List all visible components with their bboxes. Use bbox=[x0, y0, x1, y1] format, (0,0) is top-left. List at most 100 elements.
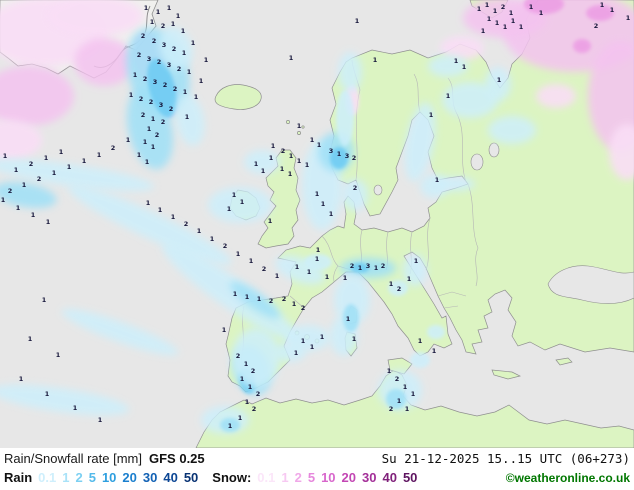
svg-text:1: 1 bbox=[329, 210, 334, 218]
svg-text:1: 1 bbox=[56, 351, 61, 359]
svg-text:2: 2 bbox=[184, 220, 189, 228]
svg-text:1: 1 bbox=[183, 88, 188, 96]
svg-text:3: 3 bbox=[147, 55, 152, 63]
svg-text:1: 1 bbox=[82, 157, 87, 165]
svg-text:2: 2 bbox=[252, 405, 257, 413]
svg-text:1: 1 bbox=[288, 170, 293, 178]
svg-text:1: 1 bbox=[289, 54, 294, 62]
svg-text:1: 1 bbox=[294, 349, 299, 357]
svg-text:1: 1 bbox=[238, 414, 243, 422]
svg-text:1: 1 bbox=[297, 157, 302, 165]
svg-text:1: 1 bbox=[297, 122, 302, 130]
svg-text:1: 1 bbox=[289, 152, 294, 160]
lake-ladoga bbox=[470, 153, 484, 171]
legend-value: 20 bbox=[341, 470, 357, 485]
svg-text:1: 1 bbox=[295, 263, 300, 271]
svg-text:1: 1 bbox=[22, 181, 27, 189]
svg-text:1: 1 bbox=[254, 160, 259, 168]
svg-text:1: 1 bbox=[150, 18, 155, 26]
svg-text:2: 2 bbox=[397, 285, 402, 293]
svg-text:1: 1 bbox=[176, 12, 181, 20]
svg-text:1: 1 bbox=[240, 375, 245, 383]
svg-text:1: 1 bbox=[133, 71, 138, 79]
black-sea bbox=[547, 265, 634, 304]
svg-text:2: 2 bbox=[262, 265, 267, 273]
svg-text:2: 2 bbox=[163, 81, 168, 89]
svg-text:1: 1 bbox=[197, 227, 202, 235]
svg-text:1: 1 bbox=[3, 152, 8, 160]
svg-text:2: 2 bbox=[143, 75, 148, 83]
svg-text:2: 2 bbox=[172, 45, 177, 53]
svg-text:2: 2 bbox=[352, 154, 357, 162]
svg-text:1: 1 bbox=[325, 273, 330, 281]
legend-value: 10 bbox=[101, 470, 117, 485]
svg-text:2: 2 bbox=[501, 3, 506, 11]
svg-text:1: 1 bbox=[261, 167, 266, 175]
svg-text:2: 2 bbox=[251, 367, 256, 375]
svg-text:1: 1 bbox=[187, 68, 192, 76]
svg-text:1: 1 bbox=[59, 148, 64, 156]
legend-value: 5 bbox=[88, 470, 96, 485]
svg-text:1: 1 bbox=[411, 390, 416, 398]
caption-row-title: Rain/Snowfall rate [mm] GFS 0.25 Su 21-12… bbox=[4, 450, 630, 470]
svg-text:2: 2 bbox=[169, 105, 174, 113]
svg-text:1: 1 bbox=[397, 397, 402, 405]
svg-text:2: 2 bbox=[173, 85, 178, 93]
svg-text:2: 2 bbox=[389, 405, 394, 413]
svg-text:1: 1 bbox=[321, 200, 326, 208]
svg-text:2: 2 bbox=[353, 184, 358, 192]
svg-text:1: 1 bbox=[307, 268, 312, 276]
snow-label: Snow: bbox=[212, 470, 252, 485]
svg-text:1: 1 bbox=[477, 5, 482, 13]
svg-text:1: 1 bbox=[73, 404, 78, 412]
svg-text:2: 2 bbox=[139, 95, 144, 103]
timestamp: Su 21-12-2025 15..15 UTC (06+273) bbox=[381, 451, 630, 466]
svg-text:1: 1 bbox=[387, 367, 392, 375]
svg-text:1: 1 bbox=[185, 113, 190, 121]
svg-text:3: 3 bbox=[167, 61, 172, 69]
sicily bbox=[387, 357, 413, 375]
svg-text:2: 2 bbox=[395, 375, 400, 383]
svg-text:1: 1 bbox=[310, 343, 315, 351]
title-group: Rain/Snowfall rate [mm] GFS 0.25 bbox=[4, 450, 205, 468]
svg-text:1: 1 bbox=[204, 56, 209, 64]
svg-text:2: 2 bbox=[111, 144, 116, 152]
svg-text:1: 1 bbox=[358, 264, 363, 272]
svg-text:3: 3 bbox=[153, 78, 158, 86]
legend-value: 10 bbox=[321, 470, 336, 485]
iceland bbox=[214, 84, 262, 110]
legend-value: 50 bbox=[183, 470, 199, 485]
svg-text:1: 1 bbox=[418, 337, 423, 345]
svg-text:1: 1 bbox=[626, 14, 631, 22]
crete bbox=[491, 369, 522, 380]
svg-text:3: 3 bbox=[345, 152, 350, 160]
svg-text:1: 1 bbox=[97, 151, 102, 159]
inland-seas bbox=[373, 142, 634, 304]
shetland-islands bbox=[297, 131, 301, 135]
svg-text:1: 1 bbox=[355, 17, 360, 25]
svg-text:2: 2 bbox=[29, 160, 34, 168]
caption-row-legend: Rain 0.1 1 2 5 10 20 30 40 50 Snow: 0.1 1 2 5 10 20 30… bbox=[4, 470, 630, 489]
svg-text:1: 1 bbox=[315, 255, 320, 263]
svg-text:2: 2 bbox=[37, 175, 42, 183]
svg-text:1: 1 bbox=[137, 151, 142, 159]
svg-text:1: 1 bbox=[42, 296, 47, 304]
caption-bar: Rain/Snowfall rate [mm] GFS 0.25 Su 21-12… bbox=[0, 448, 634, 490]
svg-text:1: 1 bbox=[146, 199, 151, 207]
svg-text:1: 1 bbox=[301, 337, 306, 345]
svg-text:2: 2 bbox=[155, 131, 160, 139]
rain-values: 0.1 1 2 5 10 20 30 40 50 bbox=[32, 470, 198, 485]
svg-text:1: 1 bbox=[129, 91, 134, 99]
svg-text:2: 2 bbox=[8, 187, 13, 195]
svg-text:1: 1 bbox=[316, 246, 321, 254]
svg-text:1: 1 bbox=[31, 211, 36, 219]
svg-text:1: 1 bbox=[462, 63, 467, 71]
lake-onega bbox=[488, 142, 500, 158]
svg-text:1: 1 bbox=[67, 163, 72, 171]
svg-text:1: 1 bbox=[16, 204, 21, 212]
svg-text:1: 1 bbox=[1, 196, 6, 204]
map-title: Rain/Snowfall rate [mm] bbox=[4, 451, 142, 466]
